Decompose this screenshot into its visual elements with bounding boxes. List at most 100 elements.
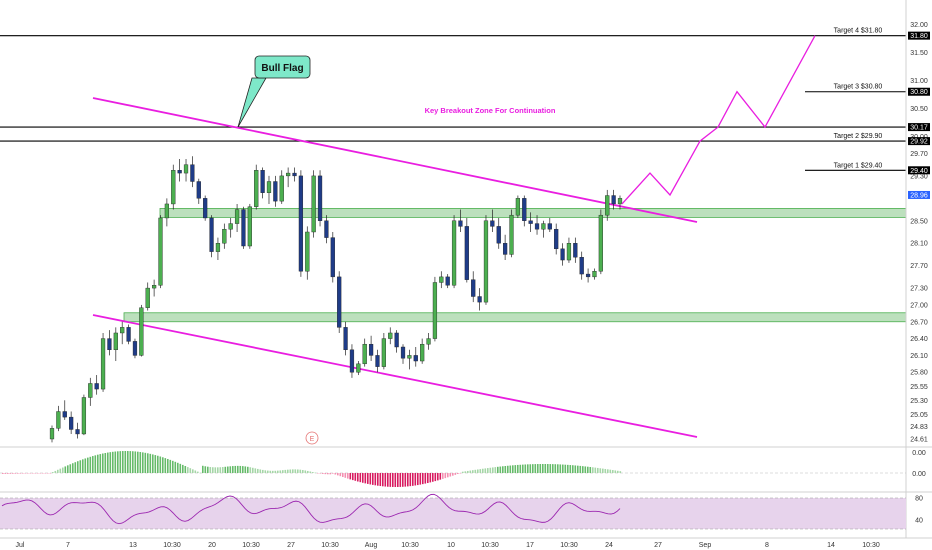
candle-body	[343, 327, 348, 351]
candle-body	[234, 209, 240, 224]
osc-bar	[307, 470, 309, 473]
candle-body	[566, 243, 572, 261]
candle-body	[496, 226, 501, 244]
candle-body	[49, 428, 55, 440]
price-tag-box	[908, 123, 930, 132]
candle-body	[183, 164, 189, 174]
osc-bar	[502, 466, 504, 473]
osc-bar	[62, 467, 64, 473]
osc-bar	[172, 460, 174, 473]
osc-bar	[7, 473, 9, 474]
support-zone	[123, 312, 907, 323]
candle-body	[381, 338, 386, 367]
candle-body	[356, 363, 361, 373]
osc-bar	[574, 465, 577, 473]
time-tick-label: 7	[66, 542, 70, 549]
osc-bar	[367, 473, 369, 484]
osc-bar	[272, 470, 274, 473]
osc-bar	[277, 470, 279, 473]
osc-bar	[99, 454, 102, 473]
support-zone	[159, 208, 907, 218]
osc-bar	[452, 473, 454, 476]
osc-bar	[444, 473, 447, 479]
time-tick-label: 24	[605, 542, 613, 549]
candle-body	[362, 343, 367, 365]
osc-bar	[239, 465, 242, 473]
osc-bar	[397, 473, 399, 487]
osc-bar	[202, 465, 204, 473]
osc-bar	[619, 471, 622, 473]
candle-body	[209, 217, 214, 252]
osc-bar	[109, 452, 112, 473]
osc-bar	[187, 467, 189, 473]
price-tick-label: 25.55	[910, 384, 928, 391]
osc-bar	[549, 464, 552, 473]
candle-body	[113, 332, 118, 351]
osc-bar	[279, 470, 282, 473]
osc-bar	[79, 460, 82, 473]
osc-bar	[442, 473, 444, 479]
osc-bar	[542, 464, 544, 473]
projection-path-line	[621, 35, 816, 205]
candle-body	[88, 383, 93, 398]
osc-bar	[522, 464, 524, 473]
osc-bar	[27, 473, 29, 474]
time-tick-label: 10:30	[242, 542, 260, 549]
price-tag-box	[908, 31, 930, 40]
osc-bar	[182, 464, 184, 473]
osc-bar	[309, 471, 312, 473]
candle-body	[432, 282, 438, 339]
osc-bar	[102, 453, 104, 473]
price-tick-label: 25.05	[910, 412, 928, 419]
osc-bar	[217, 467, 219, 473]
osc-bar	[52, 472, 54, 473]
earnings-marker[interactable]: E	[305, 431, 319, 445]
osc-bar	[177, 462, 179, 473]
osc-bar	[29, 473, 32, 474]
osc-bar	[604, 468, 607, 473]
osc-bar	[47, 473, 49, 474]
osc-bar	[467, 470, 469, 473]
osc-bar	[457, 473, 459, 475]
momentum-histogram	[0, 451, 906, 487]
osc-bar	[132, 451, 134, 473]
osc-bar	[534, 464, 537, 473]
osc-bar	[34, 473, 37, 474]
candle-body	[598, 214, 603, 272]
bull-flag-callout[interactable]: Bull Flag	[237, 55, 311, 128]
osc-bar	[569, 465, 572, 473]
osc-bar	[179, 463, 182, 473]
price-tick-label: 25.80	[910, 370, 928, 377]
time-tick-label: 10:30	[321, 542, 339, 549]
bull-flag-label: Bull Flag	[261, 63, 303, 74]
osc-bar	[287, 469, 289, 473]
osc-bar	[349, 473, 352, 480]
osc-bar	[257, 468, 259, 473]
osc-bar	[449, 473, 452, 477]
osc-bar	[192, 469, 194, 473]
osc-bar	[347, 473, 349, 479]
candle-body	[171, 170, 176, 205]
candle-body	[439, 276, 444, 283]
trend-lines	[92, 97, 698, 438]
candle-body	[279, 175, 284, 202]
osc-tick-label: 0.00	[912, 471, 926, 478]
candle-body	[177, 170, 182, 174]
price-tag-label: 30.17	[910, 125, 928, 132]
candle-body	[132, 341, 138, 356]
osc-bar	[404, 473, 407, 487]
osc-bar	[592, 467, 594, 473]
candle-body	[579, 257, 584, 275]
price-tag-box	[908, 190, 930, 199]
osc-bar	[232, 466, 234, 473]
candle-body	[62, 411, 67, 418]
candle-body	[337, 276, 342, 328]
candle-body	[471, 279, 476, 297]
osc-bar	[492, 467, 494, 473]
osc-bar	[289, 469, 292, 473]
candle-body	[515, 198, 521, 216]
candle-body	[503, 243, 508, 255]
osc-bar	[59, 468, 62, 473]
osc-bar	[164, 458, 167, 473]
candle-body	[611, 195, 616, 205]
